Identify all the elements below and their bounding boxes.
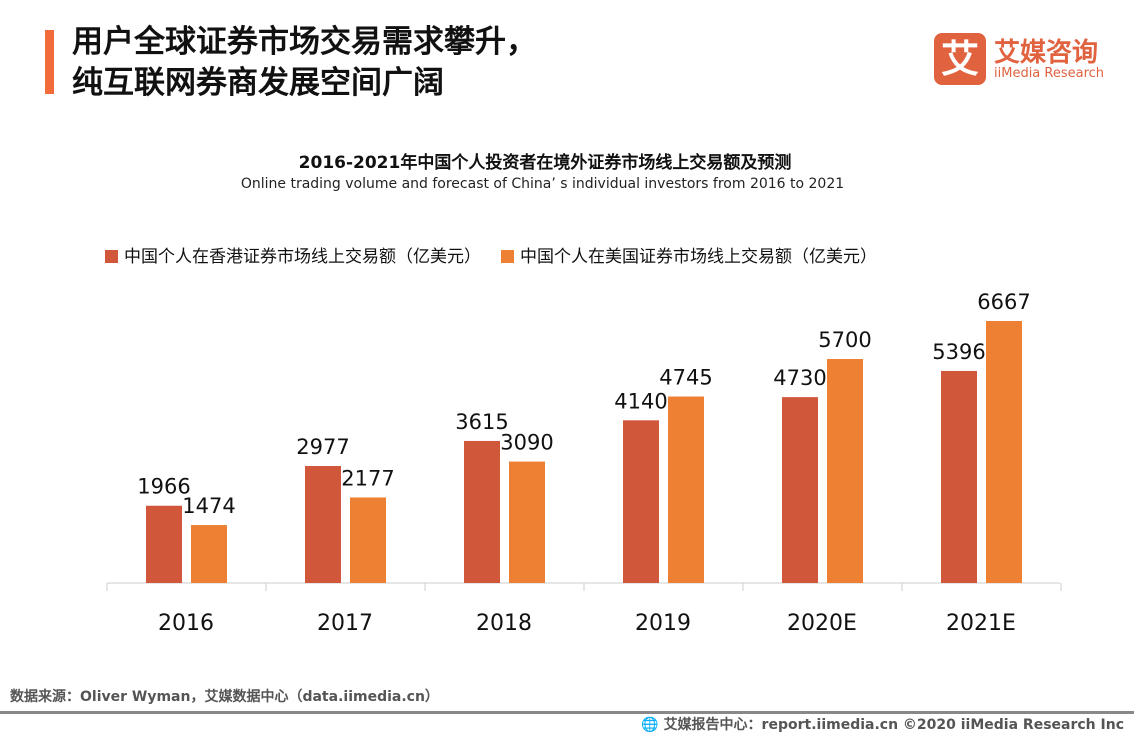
x-tick-label: 2020E: [787, 611, 857, 636]
data-label: 3615: [455, 410, 508, 434]
title-line-1: 用户全球证券市场交易需求攀升，: [72, 24, 537, 60]
data-label: 2977: [296, 435, 349, 459]
chart-title: 2016-2021年中国个人投资者在境外证券市场线上交易额及预测: [298, 153, 792, 173]
bar-hk: [146, 505, 182, 583]
page-title: 用户全球证券市场交易需求攀升， 纯互联网券商发展空间广阔: [72, 22, 537, 104]
bar-us: [191, 525, 227, 583]
logo-mark: 艾: [934, 33, 986, 85]
bar-hk: [782, 397, 818, 583]
legend-label-hk: 中国个人在香港证券市场线上交易额（亿美元）: [124, 247, 481, 267]
data-label: 1966: [137, 475, 190, 499]
bar-hk: [305, 466, 341, 583]
x-tick-label: 2019: [635, 611, 691, 636]
title-line-2: 纯互联网券商发展空间广阔: [72, 65, 444, 101]
source-note: 数据来源：Oliver Wyman，艾媒数据中心（data.iimedia.cn…: [10, 689, 439, 705]
legend: 中国个人在香港证券市场线上交易额（亿美元） 中国个人在美国证券市场线上交易额（亿…: [105, 242, 877, 267]
x-tick-label: 2018: [476, 611, 532, 636]
globe-icon: 🌐: [641, 717, 659, 733]
footer-credit: 🌐 艾媒报告中心：report.iimedia.cn ©2020 iiMedia…: [641, 714, 1124, 734]
bar-us: [986, 321, 1022, 583]
data-label: 1474: [182, 494, 235, 518]
bar-us: [668, 396, 704, 583]
bar-hk: [464, 440, 500, 583]
logo-name-en: iiMedia Research: [994, 66, 1105, 81]
data-label: 2177: [341, 466, 394, 490]
legend-item-us: 中国个人在美国证券市场线上交易额（亿美元）: [501, 242, 877, 267]
data-label: 5700: [818, 328, 871, 352]
data-label: 5396: [932, 340, 985, 364]
data-label: 6667: [977, 290, 1030, 314]
legend-item-hk: 中国个人在香港证券市场线上交易额（亿美元）: [105, 242, 481, 267]
bar-us: [509, 461, 545, 583]
chart-subtitle: Online trading volume and forecast of Ch…: [240, 176, 845, 192]
legend-swatch-hk: [105, 250, 118, 263]
bar-hk: [623, 420, 659, 583]
bar-us: [827, 359, 863, 583]
title-accent-bar: [45, 30, 54, 94]
x-tick-label: 2021E: [946, 611, 1016, 636]
x-tick-label: 2016: [158, 611, 214, 636]
legend-swatch-us: [501, 250, 514, 263]
data-label: 3090: [500, 431, 553, 455]
logo-name-cn: 艾媒咨询: [994, 38, 1099, 68]
data-label: 4140: [614, 389, 667, 413]
x-tick-label: 2017: [317, 611, 373, 636]
bar-hk: [941, 370, 977, 583]
legend-label-us: 中国个人在美国证券市场线上交易额（亿美元）: [520, 247, 877, 267]
data-label: 4730: [773, 366, 826, 390]
bar-us: [350, 497, 386, 583]
footer-divider: [0, 711, 1134, 714]
data-label: 4745: [659, 366, 712, 390]
footer-credit-text: 艾媒报告中心：report.iimedia.cn ©2020 iiMedia R…: [663, 717, 1124, 733]
